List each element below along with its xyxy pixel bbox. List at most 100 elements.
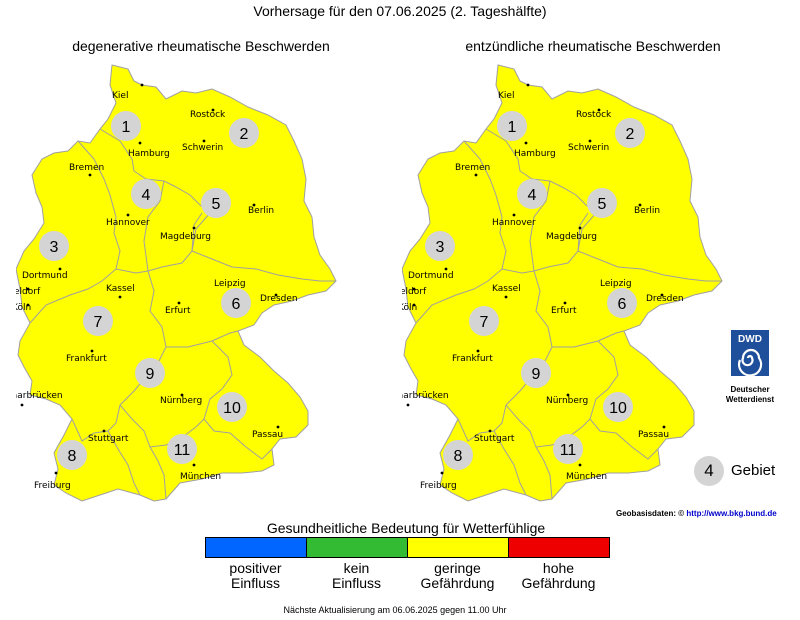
city-label: Freiburg (420, 481, 457, 491)
city-marker: Passau (638, 425, 669, 440)
city-marker: Kassel (492, 284, 521, 299)
region-9-marker: 9 (135, 358, 165, 388)
region-number: 1 (122, 119, 131, 136)
country-shape (15, 64, 337, 502)
city-marker: Bremen (455, 163, 490, 177)
city-marker: Schwerin (568, 139, 609, 153)
forecast-title: Vorhersage für den 07.06.2025 (2. Tagesh… (253, 3, 547, 19)
city-marker: Düsseldorf (378, 287, 427, 297)
region-number: 3 (436, 239, 445, 256)
city-label: Erfurt (165, 306, 191, 316)
scale-label-high: hohe Gefährdung (521, 560, 596, 591)
region-number: 2 (626, 126, 635, 143)
city-label: Kiel (112, 91, 128, 101)
city-marker: München (180, 463, 221, 482)
city-label: Magdeburg (546, 232, 597, 242)
city-marker: Stuttgart (474, 429, 515, 444)
city-marker: Dresden (646, 293, 684, 304)
region-6-marker: 6 (607, 288, 637, 318)
city-label: Hannover (106, 218, 150, 228)
city-label: Schwerin (182, 143, 223, 153)
map-inflammatory: Kiel Rostock Hamburg Schwerin Bremen Han… (378, 55, 762, 530)
dwd-logo-icon: DWD (731, 330, 769, 377)
city-marker: Erfurt (551, 301, 577, 316)
city-label: Berlin (248, 206, 274, 216)
city-marker: Hamburg (128, 141, 170, 159)
city-label: Stuttgart (474, 434, 515, 444)
city-marker: Magdeburg (546, 226, 597, 242)
city-marker: Nürnberg (160, 393, 202, 406)
region-legend-label: Gebiet (731, 462, 776, 479)
region-7-marker: 7 (469, 306, 499, 336)
city-label: Frankfurt (452, 354, 493, 364)
region-8-marker: 8 (57, 440, 87, 470)
city-label: Stuttgart (88, 434, 129, 444)
city-label: Freiburg (34, 481, 71, 491)
geodata-link[interactable]: http://www.bkg.bund.de (686, 509, 777, 518)
country-shape (401, 64, 723, 502)
region-10-marker: 10 (603, 392, 633, 422)
scale-swatch-high (509, 538, 609, 557)
dwd-name-line2: Wetterdienst (725, 395, 775, 404)
city-label: Leipzig (600, 279, 632, 289)
city-label: Saarbrücken (16, 391, 63, 401)
city-label: Dresden (260, 294, 298, 304)
scale-label-low: geringe Gefährdung (420, 560, 495, 591)
city-marker: Frankfurt (66, 349, 107, 364)
region-number: 11 (560, 442, 577, 459)
city-marker: Passau (252, 425, 283, 440)
scale-swatch-none (307, 538, 408, 557)
map-title-inflammatory: entzündliche rheumatische Beschwerden (465, 38, 721, 54)
city-marker: Magdeburg (160, 226, 211, 242)
region-number: 7 (94, 314, 103, 331)
city-marker: Freiburg (34, 471, 71, 491)
update-note: Nächste Aktualisierung am 06.06.2025 geg… (283, 605, 507, 615)
region-2-marker: 2 (229, 118, 259, 148)
city-marker: Stuttgart (88, 429, 129, 444)
geodata-label: Geobasisdaten: © (616, 509, 685, 518)
region-example-circle: 4 (694, 456, 724, 486)
city-marker: Saarbrücken (6, 391, 63, 407)
region-11-marker: 11 (167, 434, 197, 464)
city-label: München (566, 472, 607, 482)
region-number: 6 (232, 296, 241, 313)
region-4-marker: 4 (131, 179, 161, 209)
city-marker: Kiel (112, 83, 144, 101)
region-10-marker: 10 (217, 392, 247, 422)
city-label: Bremen (455, 163, 490, 173)
scale-labels: positiver Einfluss kein Einfluss geringe Ge… (205, 561, 609, 591)
region-11-marker: 11 (553, 434, 583, 464)
region-markers: 1 2 3 4 5 6 7 8 9 10 11 (425, 111, 645, 470)
region-7-marker: 7 (83, 306, 113, 336)
city-marker: Hamburg (514, 141, 556, 159)
city-label: Erfurt (551, 306, 577, 316)
city-label: Passau (252, 430, 283, 440)
region-number: 11 (174, 442, 191, 459)
region-number: 7 (480, 314, 489, 331)
cities: Kiel Rostock Hamburg Schwerin Bremen Han… (0, 83, 298, 491)
city-marker: Nürnberg (546, 393, 588, 406)
city-label: Rostock (576, 110, 612, 120)
city-label: Passau (638, 430, 669, 440)
region-number: 5 (212, 196, 221, 213)
city-marker: Kassel (106, 284, 135, 299)
map-degenerative: Kiel Rostock Hamburg Schwerin Bremen Han… (0, 55, 376, 530)
city-label: München (180, 472, 221, 482)
region-number: 5 (598, 196, 607, 213)
region-number: 1 (508, 119, 517, 136)
city-label: Kassel (492, 284, 521, 294)
region-9-marker: 9 (521, 358, 551, 388)
region-markers: 1 2 3 4 5 6 7 8 9 10 11 (39, 111, 259, 470)
city-marker: Düsseldorf (0, 287, 41, 297)
city-marker: München (566, 463, 607, 482)
city-marker: Bremen (69, 163, 104, 177)
scale-swatch-low (408, 538, 509, 557)
city-label: Nürnberg (160, 396, 202, 406)
region-number: 6 (618, 296, 627, 313)
scale-label-none: kein Einfluss (331, 560, 382, 591)
scale-label-positive: positiver Einfluss (229, 560, 282, 591)
city-marker: Dortmund (408, 267, 454, 281)
city-label: Magdeburg (160, 232, 211, 242)
region-2-marker: 2 (615, 118, 645, 148)
region-5-marker: 5 (587, 188, 617, 218)
